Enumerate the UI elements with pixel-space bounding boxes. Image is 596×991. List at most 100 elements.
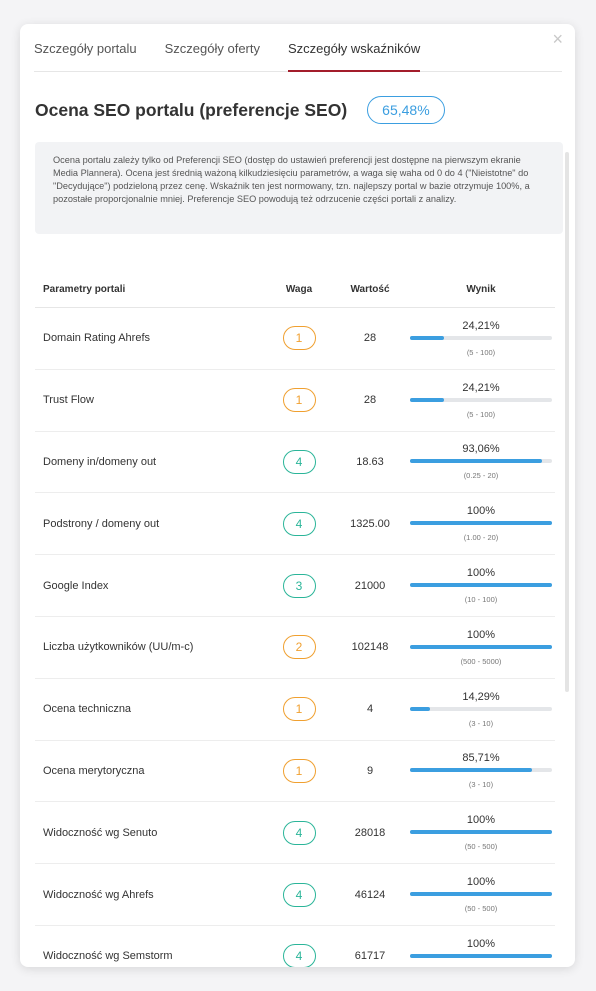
weight-cell: 4 — [265, 511, 333, 536]
weight-cell: 4 — [265, 449, 333, 474]
parameter-value: 28 — [363, 394, 377, 407]
table-row: Ocena techniczna 1 4 14,29% (3 - 10) — [35, 679, 555, 741]
parameters-table: Parametry portali Waga Wartość Wynik Dom… — [35, 272, 555, 967]
weight-badge: 4 — [282, 449, 316, 474]
result-bar-fill — [410, 583, 552, 588]
table-row: Ocena merytoryczna 1 9 85,71% (3 - 10) — [35, 741, 555, 803]
parameter-name: Trust Flow — [43, 394, 94, 407]
parameter-name: Widoczność wg Ahrefs — [43, 888, 154, 901]
result-range: (50 - 500) — [464, 904, 498, 914]
parameter-name: Widoczność wg Semstorm — [43, 950, 173, 963]
parameter-value: 61717 — [354, 950, 386, 963]
weight-cell: 1 — [265, 388, 333, 413]
result-bar — [410, 521, 552, 526]
weight-badge: 4 — [282, 511, 316, 536]
weight-cell: 4 — [265, 882, 333, 907]
weight-cell: 3 — [265, 573, 333, 598]
result-bar-fill — [410, 768, 532, 773]
result-bar-fill — [410, 459, 543, 464]
result-range: (0.25 - 20) — [463, 471, 499, 481]
result-percent: 100% — [466, 628, 496, 641]
result-percent: 100% — [466, 814, 496, 827]
weight-cell: 1 — [265, 697, 333, 722]
result-percent: 85,71% — [462, 752, 500, 765]
close-icon[interactable]: × — [552, 29, 563, 49]
parameter-value: 4 — [366, 703, 374, 716]
weight-badge: 2 — [282, 635, 316, 660]
result-percent: 24,21% — [462, 319, 500, 332]
parameter-value: 9 — [366, 764, 374, 777]
result-percent: 100% — [466, 567, 496, 580]
parameter-name: Domeny in/domeny out — [43, 455, 157, 468]
result-bar — [410, 830, 552, 835]
weight-cell: 1 — [265, 758, 333, 783]
weight-badge: 1 — [282, 697, 316, 722]
title-row: Ocena SEO portalu (preferencje SEO) 65,4… — [35, 96, 445, 124]
weight-cell: 2 — [265, 635, 333, 660]
result-percent: 100% — [466, 876, 496, 889]
result-cell: 24,21% (5 - 100) — [407, 320, 555, 357]
parameter-value: 21000 — [354, 579, 386, 592]
table-row: Widoczność wg Ahrefs 4 46124 100% (50 - 500) — [35, 864, 555, 926]
parameter-value: 18.63 — [356, 455, 384, 468]
table-header: Parametry portali Waga Wartość Wynik — [35, 272, 555, 308]
parameter-name: Domain Rating Ahrefs — [43, 332, 150, 345]
tab-offer-details[interactable]: Szczegóły oferty — [164, 41, 260, 56]
table-row: Liczba użytkowników (UU/m-c) 2 102148 100% (… — [35, 617, 555, 679]
table-row: Domeny in/domeny out 4 18.63 93,06% (0.25 - … — [35, 432, 555, 494]
result-range: (10 - 100) — [464, 595, 498, 605]
result-bar-fill — [410, 644, 552, 649]
weight-cell: 4 — [265, 944, 333, 967]
column-header-name: Parametry portali — [43, 284, 126, 295]
weight-badge: 1 — [282, 758, 316, 783]
weight-badge: 4 — [282, 820, 316, 845]
parameter-value: 1325.00 — [350, 517, 390, 530]
result-range: (3 - 10) — [468, 718, 494, 728]
weight-badge: 1 — [282, 326, 316, 351]
result-bar — [410, 706, 552, 711]
result-percent: 100% — [466, 937, 496, 950]
column-header-weight: Waga — [285, 284, 313, 295]
weight-badge: 4 — [282, 944, 316, 967]
result-range: (3 - 10) — [468, 780, 494, 790]
result-bar-fill — [410, 953, 552, 958]
info-box: Ocena portalu zależy tylko od Preferencj… — [35, 142, 563, 234]
result-percent: 100% — [466, 505, 496, 518]
table-row: Widoczność wg Senuto 4 28018 100% (50 - 500) — [35, 802, 555, 865]
result-bar-fill — [410, 892, 552, 897]
table-row: Trust Flow 1 28 24,21% (5 - 100) — [35, 370, 555, 432]
indicator-details-modal: × Szczegóły portalu Szczegóły oferty Szc… — [20, 24, 575, 967]
result-bar — [410, 459, 552, 464]
result-cell: 100% (50 - 500) — [407, 938, 555, 967]
modal-content[interactable]: Ocena SEO portalu (preferencje SEO) 65,4… — [20, 72, 575, 967]
weight-cell: 1 — [265, 326, 333, 351]
weight-cell: 4 — [265, 820, 333, 845]
table-row: Podstrony / domeny out 4 1325.00 100% (1.00 … — [35, 493, 555, 556]
result-range: (5 - 100) — [466, 409, 496, 419]
page-title: Ocena SEO portalu (preferencje SEO) — [35, 99, 348, 120]
result-range: (1.00 - 20) — [463, 533, 499, 543]
parameter-value: 102148 — [351, 641, 389, 654]
tab-indicator-details[interactable]: Szczegóły wskaźników — [288, 24, 421, 72]
table-row: Google Index 3 21000 100% (10 - 100) — [35, 555, 555, 617]
result-range: (500 - 5000) — [460, 656, 502, 666]
result-cell: 100% (10 - 100) — [407, 567, 555, 604]
parameter-name: Google Index — [43, 579, 109, 592]
column-header-value: Wartość — [350, 284, 390, 295]
result-percent: 14,29% — [462, 690, 500, 703]
table-row: Widoczność wg Semstorm 4 61717 100% (50 - 50… — [35, 926, 555, 967]
tab-portal-details[interactable]: Szczegóły portalu — [34, 41, 137, 56]
scrollbar[interactable] — [565, 152, 569, 692]
result-range: (50 - 500) — [464, 842, 498, 852]
parameter-name: Ocena merytoryczna — [43, 764, 145, 777]
result-percent: 24,21% — [462, 381, 500, 394]
result-cell: 14,29% (3 - 10) — [407, 691, 555, 728]
result-bar-fill — [410, 521, 552, 526]
result-bar — [410, 583, 552, 588]
parameter-name: Ocena techniczna — [43, 703, 132, 716]
parameter-name: Podstrony / domeny out — [43, 517, 160, 530]
result-bar-fill — [410, 397, 445, 402]
result-bar — [410, 953, 552, 958]
result-bar — [410, 397, 552, 402]
parameter-name: Liczba użytkowników (UU/m-c) — [43, 641, 194, 654]
